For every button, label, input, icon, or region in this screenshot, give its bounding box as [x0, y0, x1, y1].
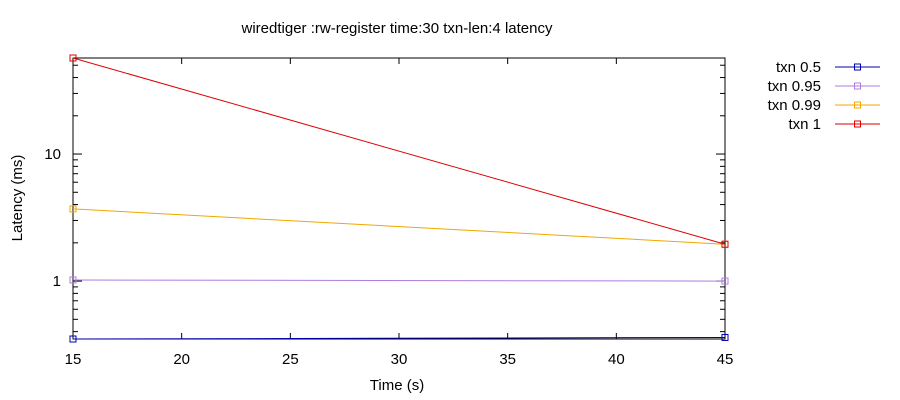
data-point	[69, 335, 77, 343]
x-tick-label: 45	[717, 351, 734, 368]
legend-marker	[854, 120, 861, 128]
plot-frame	[72, 57, 726, 340]
legend-marker	[854, 63, 861, 71]
x-tick-label: 35	[499, 351, 516, 368]
data-point	[721, 333, 729, 341]
series-line	[72, 57, 726, 245]
series-layer	[69, 54, 729, 343]
series-line	[72, 208, 726, 245]
data-point	[69, 276, 77, 284]
legend-label: txn 0.99	[768, 97, 821, 114]
x-axis: 15 20 25 30 35 40 45	[65, 58, 734, 368]
y-axis-label: Latency (ms)	[9, 155, 26, 242]
data-point	[69, 205, 77, 213]
y-tick-label: 1	[53, 273, 61, 290]
data-point	[721, 277, 729, 285]
data-point	[721, 240, 729, 248]
x-tick-label: 15	[65, 351, 82, 368]
legend-label: txn 1	[788, 116, 821, 133]
y-tick-label: 10	[44, 146, 61, 163]
x-axis-label: Time (s)	[370, 377, 424, 394]
x-tick-label: 30	[391, 351, 408, 368]
legend-marker	[854, 82, 861, 90]
series-line	[72, 279, 726, 282]
legend-label: txn 0.95	[768, 78, 821, 95]
x-tick-label: 20	[173, 351, 190, 368]
series-line	[72, 336, 726, 340]
chart-title: wiredtiger :rw-register time:30 txn-len:…	[241, 20, 553, 37]
legend: txn 0.5 txn 0.95 txn 0.99 txn 1	[768, 59, 880, 133]
legend-label: txn 0.5	[776, 59, 821, 76]
x-tick-label: 40	[608, 351, 625, 368]
legend-marker	[854, 101, 861, 109]
x-tick-label: 25	[282, 351, 299, 368]
y-axis: 1 10	[44, 64, 725, 333]
data-point	[69, 54, 77, 62]
